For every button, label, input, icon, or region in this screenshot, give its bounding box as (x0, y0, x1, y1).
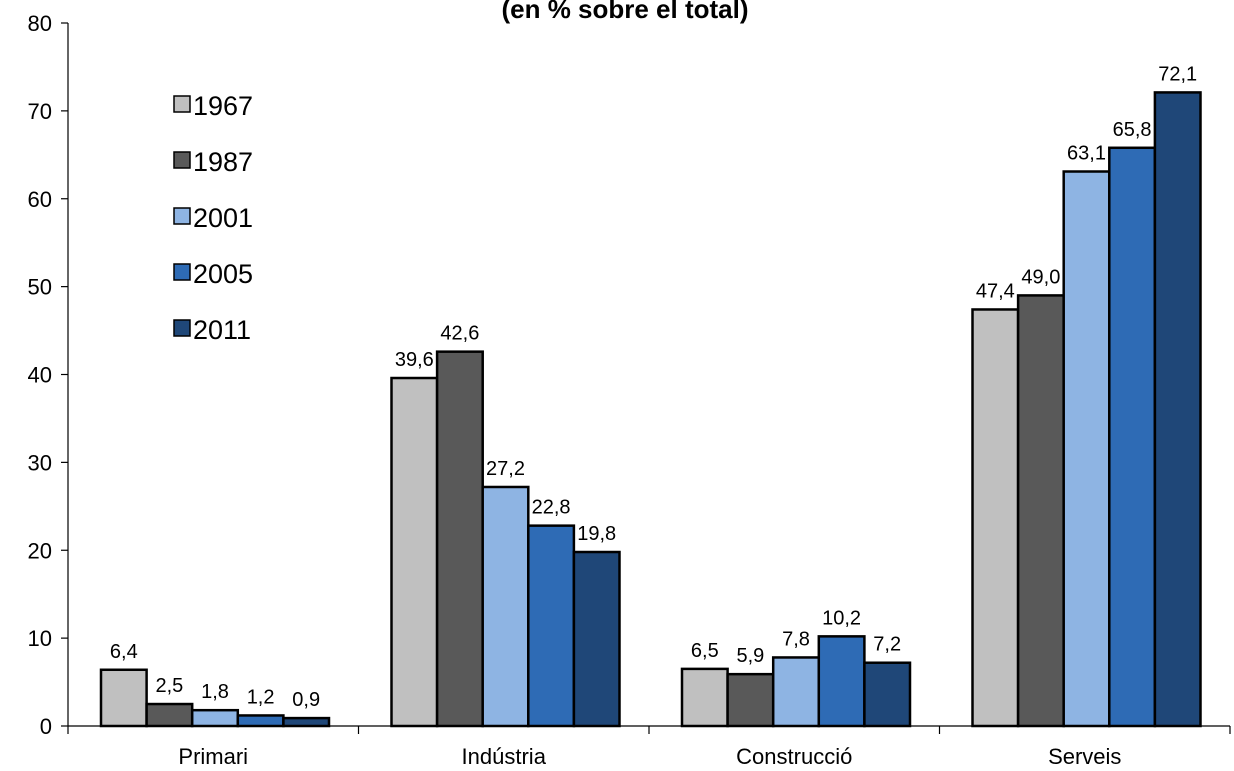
data-label: 47,4 (976, 280, 1015, 302)
data-label: 1,8 (201, 681, 229, 703)
data-label: 0,9 (292, 689, 320, 711)
legend-label: 2005 (193, 259, 253, 289)
bar-2005-3 (1108, 146, 1157, 728)
bar-1987-1 (435, 350, 484, 728)
data-label: 27,2 (486, 458, 525, 480)
data-label: 42,6 (440, 323, 479, 345)
bar-2001-2 (771, 656, 821, 728)
bars (99, 91, 1202, 728)
y-tick-label: 10 (28, 626, 52, 651)
y-tick-label: 50 (28, 275, 52, 300)
bar-1967-1 (390, 376, 439, 728)
data-label: 2,5 (155, 675, 183, 697)
x-tick-label: Indústria (462, 744, 547, 769)
legend-label: 2011 (193, 315, 251, 345)
legend-label: 1987 (193, 147, 253, 177)
bar-1967-0 (99, 668, 148, 728)
bar-2001-3 (1062, 170, 1111, 728)
data-label: 39,6 (395, 349, 434, 371)
data-label: 72,1 (1158, 63, 1197, 85)
bar-2001-1 (481, 485, 530, 728)
y-tick-label: 0 (40, 714, 52, 739)
bar-2011-3 (1153, 91, 1202, 728)
data-label: 49,0 (1021, 266, 1060, 288)
data-label: 65,8 (1113, 119, 1152, 141)
bar-1967-3 (971, 308, 1020, 728)
data-label: 6,5 (691, 640, 719, 662)
legend-label: 1967 (193, 91, 253, 121)
x-tick-label: Primari (178, 744, 248, 769)
data-label: 19,8 (577, 523, 616, 545)
bar-1987-0 (145, 702, 194, 728)
legend-swatch (173, 151, 191, 169)
bar-2005-1 (527, 524, 576, 728)
data-label: 22,8 (532, 497, 571, 519)
y-tick-label: 30 (28, 450, 52, 475)
data-label: 6,4 (110, 641, 138, 663)
y-tick-label: 60 (28, 187, 52, 212)
y-tick-label: 80 (28, 11, 52, 36)
bar-2005-0 (236, 714, 285, 728)
bar-1987-2 (726, 672, 775, 728)
bar-2011-1 (572, 550, 621, 728)
data-label: 1,2 (247, 686, 275, 708)
legend-swatch (173, 95, 191, 113)
x-tick-label: Construcció (736, 744, 852, 769)
bar-2011-2 (863, 661, 912, 728)
legend-label: 2001 (193, 203, 253, 233)
y-axis: 0 10 20 30 40 50 60 70 80 (28, 11, 69, 739)
y-tick-label: 70 (28, 99, 52, 124)
data-label: 7,8 (782, 628, 810, 650)
data-label: 5,9 (736, 645, 764, 667)
legend-swatch (173, 263, 191, 281)
legend-swatch (173, 207, 191, 225)
bar-2005-2 (817, 635, 866, 728)
x-tick-label: Serveis (1048, 744, 1121, 769)
y-tick-label: 40 (28, 363, 52, 388)
x-axis: Primari Indústria Construcció Serveis (67, 725, 1231, 769)
chart-title: (en % sobre el total) (501, 0, 748, 24)
data-label: 10,2 (822, 607, 861, 629)
legend-swatch (173, 319, 191, 337)
data-labels: 6,4 2,5 1,8 1,2 0,9 39,6 42,6 27,2 22,8 19,8 6,5 5,… (110, 63, 1197, 711)
bar-2011-0 (282, 716, 331, 728)
data-label: 63,1 (1067, 143, 1106, 165)
data-label: 7,2 (873, 634, 901, 656)
legend: 1967 1987 2001 2005 2011 (173, 91, 253, 345)
bar-1987-3 (1016, 294, 1065, 728)
bar-1967-2 (680, 667, 729, 728)
y-tick-label: 20 (28, 538, 52, 563)
bar-2001-0 (190, 708, 240, 728)
